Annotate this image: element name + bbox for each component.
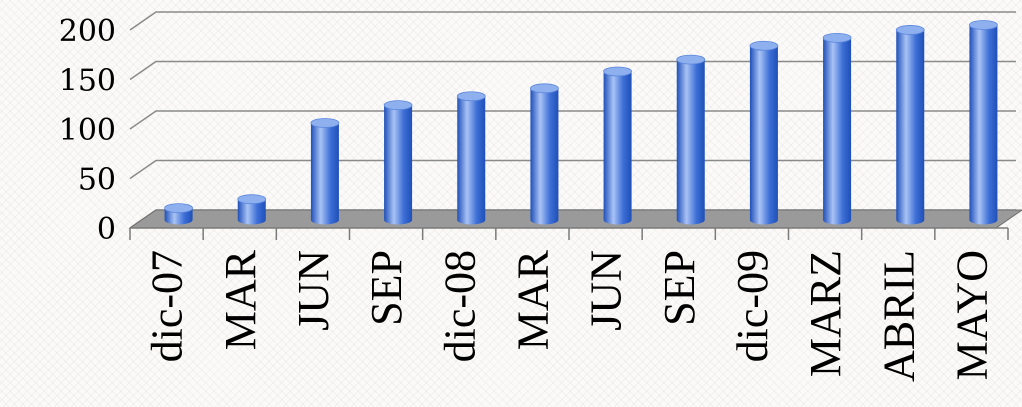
y-tick-label: 100 (59, 113, 116, 148)
y-tick-label: 150 (59, 64, 116, 99)
bar (969, 20, 998, 225)
y-tick-labels: 0 50 100 150 200 (59, 14, 116, 247)
axes (129, 227, 1009, 240)
x-tick-label: ABRIL (874, 250, 923, 382)
bar (603, 66, 632, 225)
y-tick-label: 200 (59, 14, 116, 49)
bar (530, 83, 559, 225)
x-tick-label: JUN (289, 250, 338, 331)
bar (237, 194, 267, 225)
bar (456, 91, 486, 225)
x-tick-label: JUN (582, 250, 631, 331)
gridlines (129, 11, 1016, 229)
bar (383, 100, 413, 225)
gridline (129, 110, 1016, 130)
y-tick-label: 50 (78, 163, 116, 198)
x-tick-label: MARZ (801, 250, 850, 377)
x-tick-label: SEP (362, 250, 411, 326)
bar (164, 203, 193, 225)
bar (895, 25, 925, 225)
bars (164, 20, 998, 225)
gridline (129, 159, 1016, 180)
x-tick-label: dic-09 (728, 250, 777, 362)
x-tick-labels: dic-07 MAR JUN SEP dic-08 MAR JUN SEP dic-09 MARZ… (143, 249, 997, 382)
y-tick-label: 0 (97, 212, 116, 247)
bar (310, 118, 340, 225)
x-tick-label: MAYO (947, 250, 996, 380)
x-tick-label: dic-08 (435, 250, 484, 362)
x-tick-label: SEP (655, 250, 704, 326)
x-tick-label: MAR (216, 249, 265, 350)
x-tick-label: dic-07 (143, 250, 192, 362)
gridline (129, 11, 1016, 31)
bar (822, 32, 852, 225)
bar (676, 54, 706, 225)
x-tick-label: MAR (508, 249, 557, 350)
gridline (129, 60, 1016, 81)
bar (749, 40, 779, 225)
